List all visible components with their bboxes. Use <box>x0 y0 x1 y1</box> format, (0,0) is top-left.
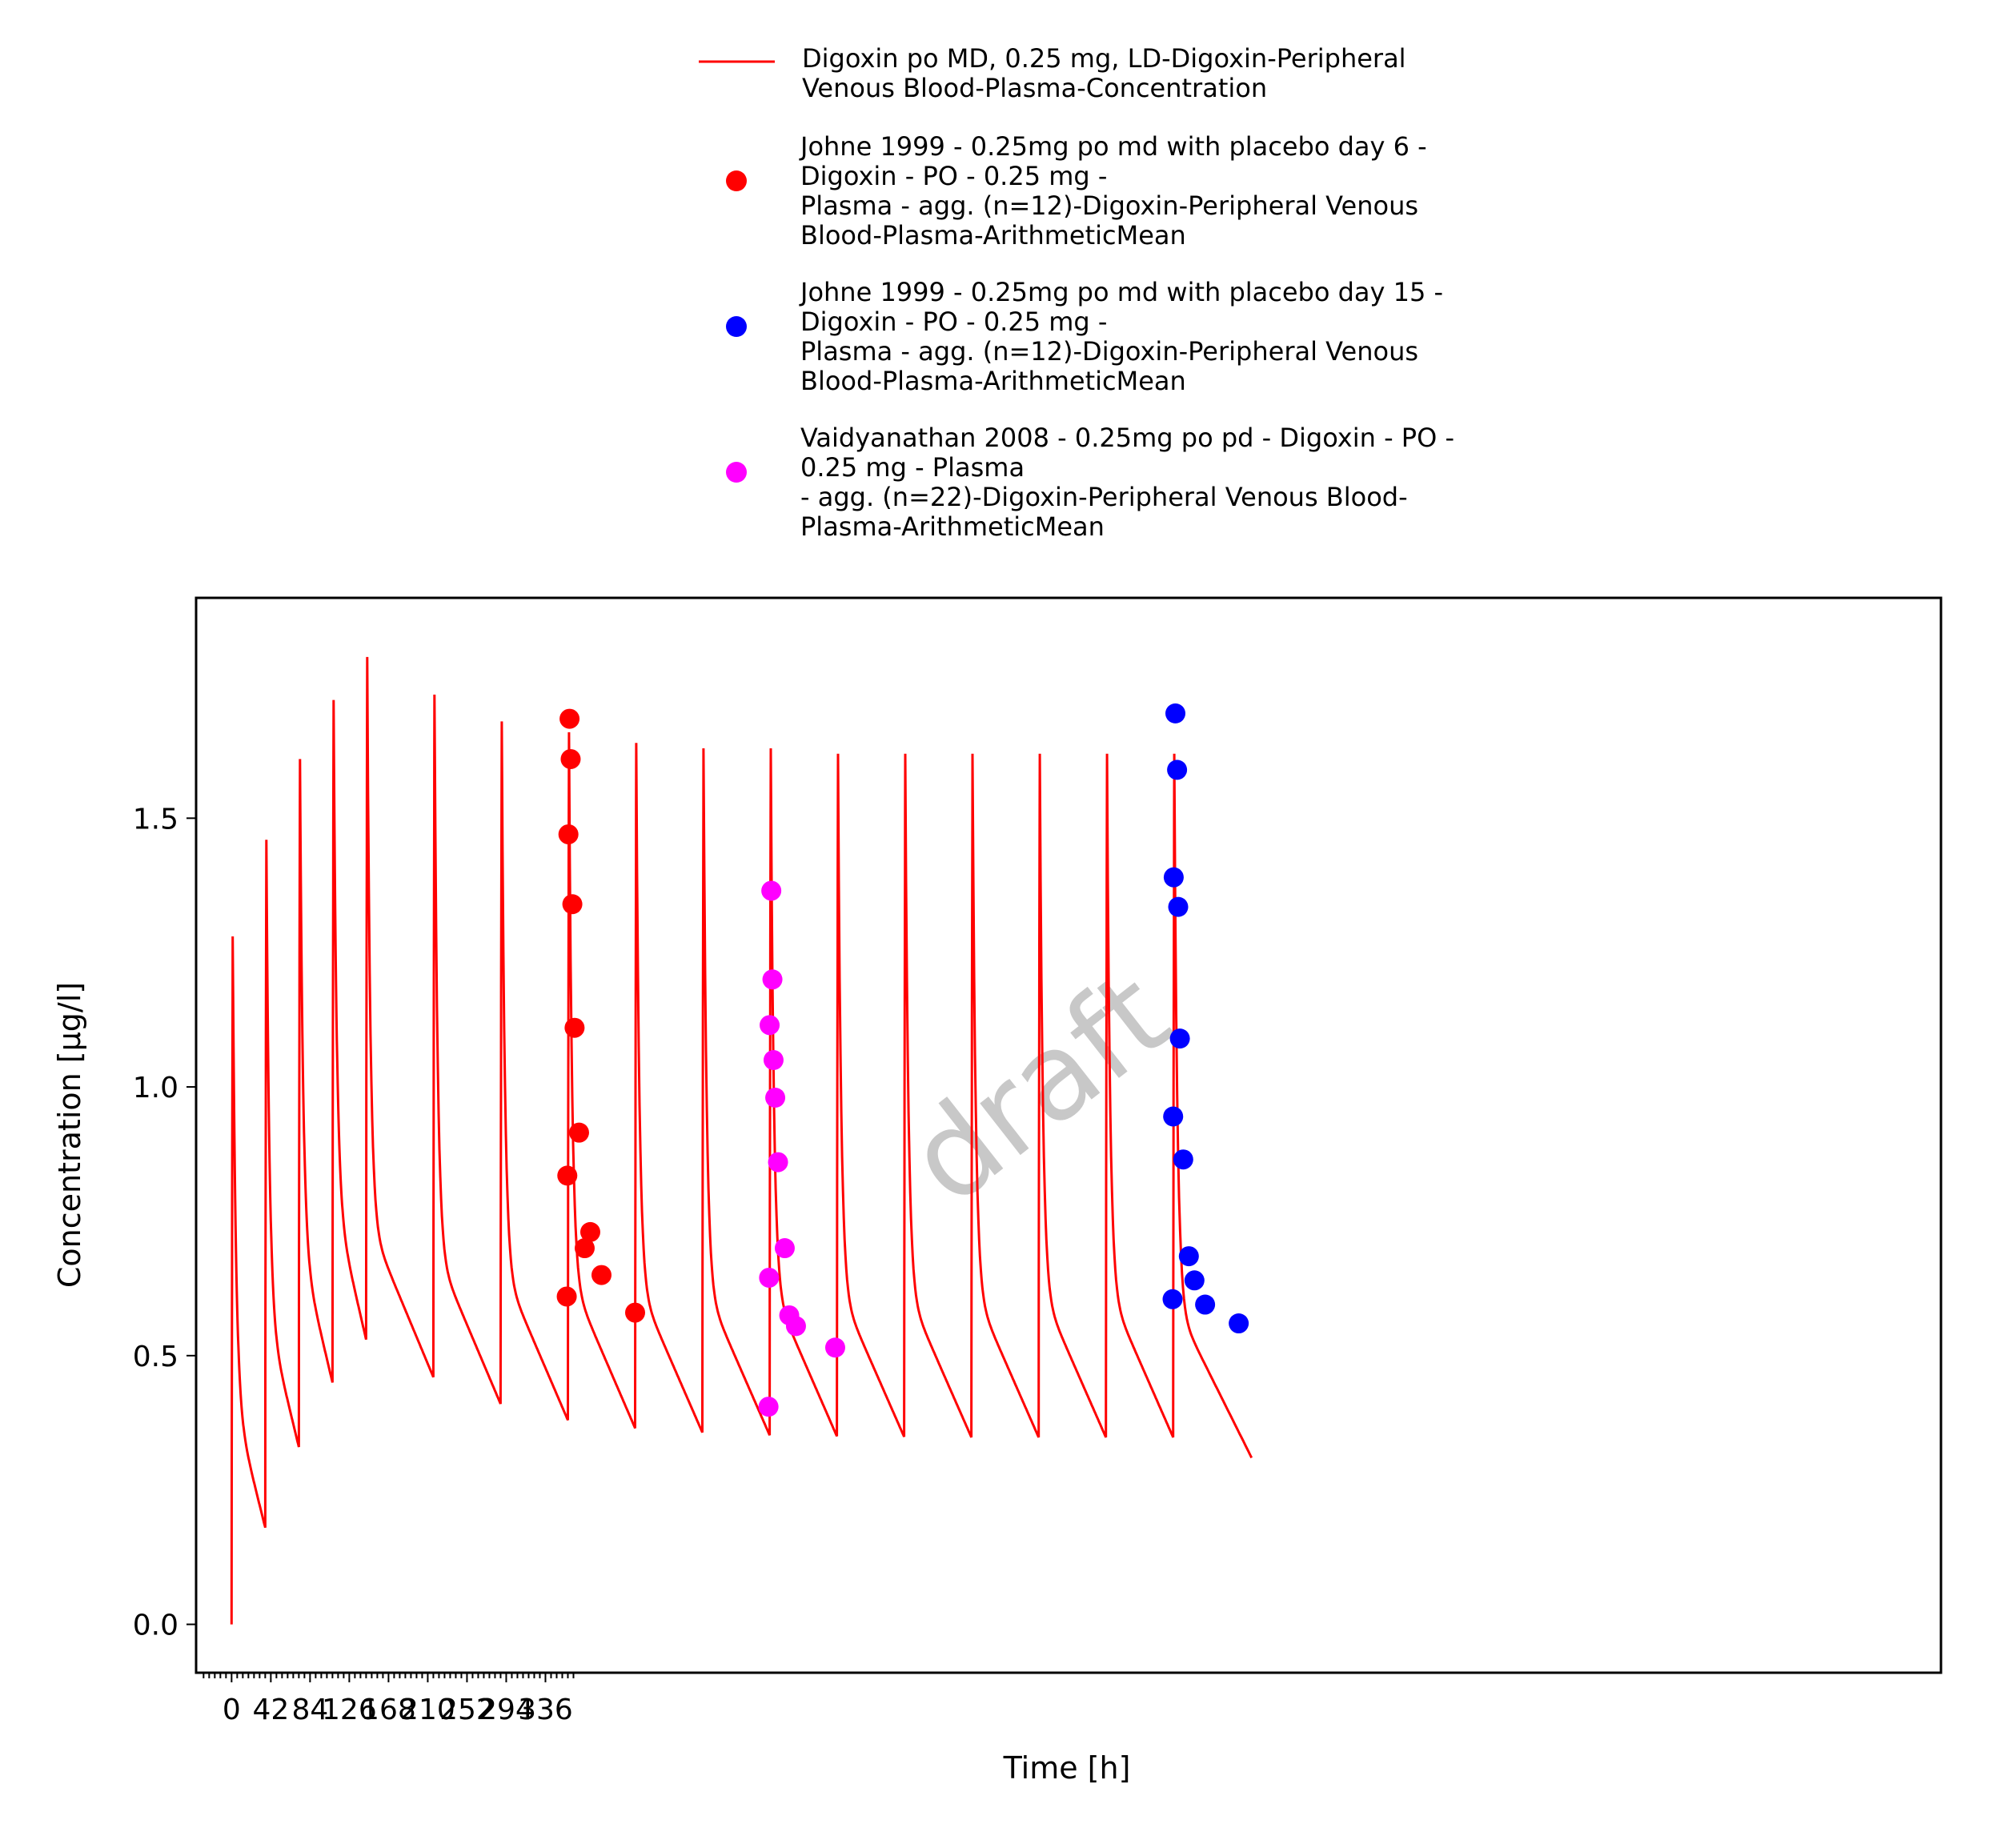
legend-label-series-1: Blood-Plasma-ArithmeticMean <box>800 220 1186 251</box>
observed-point-series-2 <box>1163 1106 1184 1127</box>
simulated-concentration-line <box>230 656 1253 1625</box>
observed-point-series-1 <box>574 1238 595 1259</box>
observed-point-series-1 <box>558 824 579 844</box>
legend-marker-series-2 <box>726 316 747 337</box>
observed-point-series-1 <box>556 1286 577 1307</box>
legend-label-series-2: Digoxin - PO - 0.25 mg - <box>800 307 1107 337</box>
x-tick-label: 0 <box>223 1694 241 1726</box>
observed-point-series-2 <box>1163 867 1184 888</box>
observed-point-series-1 <box>591 1265 612 1285</box>
legend-marker-series-3 <box>726 462 747 483</box>
simulation-layer <box>230 656 1253 1625</box>
x-axis-title: Time [h] <box>1003 1750 1131 1786</box>
observed-point-series-1 <box>557 1165 578 1186</box>
observed-point-series-2 <box>1184 1270 1205 1291</box>
legend-label-series-3: Plasma-ArithmeticMean <box>800 511 1105 542</box>
x-tick-label: 336 <box>518 1694 573 1726</box>
observed-point-series-3 <box>824 1337 845 1358</box>
observed-point-series-2 <box>1229 1313 1249 1334</box>
observed-point-series-1 <box>568 1122 589 1143</box>
x-tick-label: 210 <box>400 1694 455 1726</box>
observed-point-series-3 <box>768 1152 788 1173</box>
legend-label-series-3: Vaidyanathan 2008 - 0.25mg po pd - Digox… <box>800 423 1454 453</box>
observed-point-series-3 <box>758 1397 779 1417</box>
x-tick-label: 294 <box>479 1694 534 1726</box>
y-tick-label: 0.5 <box>133 1341 178 1373</box>
y-tick-label: 0.0 <box>133 1609 178 1642</box>
observed-point-series-2 <box>1173 1149 1193 1170</box>
observed-point-series-2 <box>1169 1028 1190 1049</box>
legend-label-simulated: Digoxin po MD, 0.25 mg, LD-Digoxin-Perip… <box>802 43 1406 74</box>
observed-point-series-3 <box>774 1238 795 1259</box>
observed-point-series-1 <box>560 748 581 769</box>
legend-label-series-1: Johne 1999 - 0.25mg po md with placebo d… <box>799 131 1427 162</box>
legend-label-series-2: Blood-Plasma-ArithmeticMean <box>800 366 1186 396</box>
legend-label-simulated: Venous Blood-Plasma-Concentration <box>802 73 1267 103</box>
observed-point-series-3 <box>763 1049 784 1070</box>
legend-label-series-1: Plasma - agg. (n=12)-Digoxin-Peripheral … <box>800 190 1418 221</box>
observed-point-series-2 <box>1167 760 1188 780</box>
x-tick-label: 84 <box>291 1694 328 1726</box>
legend: Digoxin po MD, 0.25 mg, LD-Digoxin-Perip… <box>699 43 1454 542</box>
x-tick-label: 252 <box>439 1694 495 1726</box>
observed-point-series-1 <box>625 1302 646 1323</box>
legend-marker-series-1 <box>726 170 747 191</box>
observed-point-series-3 <box>761 880 782 901</box>
observed-point-series-3 <box>765 1087 786 1108</box>
x-tick-label: 168 <box>361 1694 416 1726</box>
observed-point-series-3 <box>785 1316 806 1337</box>
plot-area <box>194 596 1943 1674</box>
observed-point-series-1 <box>579 1221 600 1242</box>
observed-point-series-2 <box>1195 1294 1216 1315</box>
observed-point-series-2 <box>1165 703 1186 724</box>
legend-label-series-2: Plasma - agg. (n=12)-Digoxin-Peripheral … <box>800 336 1418 367</box>
legend-label-series-1: Digoxin - PO - 0.25 mg - <box>800 161 1107 191</box>
observed-point-series-2 <box>1162 1289 1183 1309</box>
observed-point-series-1 <box>562 894 583 915</box>
observed-point-series-1 <box>564 1017 585 1038</box>
observed-point-series-3 <box>759 1267 780 1288</box>
x-tick-label: 126 <box>322 1694 377 1726</box>
y-tick-label: 1.0 <box>133 1072 178 1104</box>
observed-point-series-3 <box>760 1015 780 1036</box>
y-tick-label: 1.5 <box>133 803 178 836</box>
x-tick-label: 42 <box>252 1694 289 1726</box>
y-axis-title: Concentration [µg/l] <box>52 982 87 1288</box>
observed-point-series-1 <box>559 708 580 729</box>
legend-label-series-3: 0.25 mg - Plasma <box>800 452 1025 483</box>
observed-point-series-3 <box>762 969 783 990</box>
observed-point-series-2 <box>1178 1246 1199 1267</box>
observed-point-series-2 <box>1168 896 1189 917</box>
legend-label-series-3: - agg. (n=22)-Digoxin-Peripheral Venous … <box>800 482 1408 512</box>
legend-label-series-2: Johne 1999 - 0.25mg po md with placebo d… <box>799 277 1443 307</box>
observed-layer <box>556 703 1249 1417</box>
